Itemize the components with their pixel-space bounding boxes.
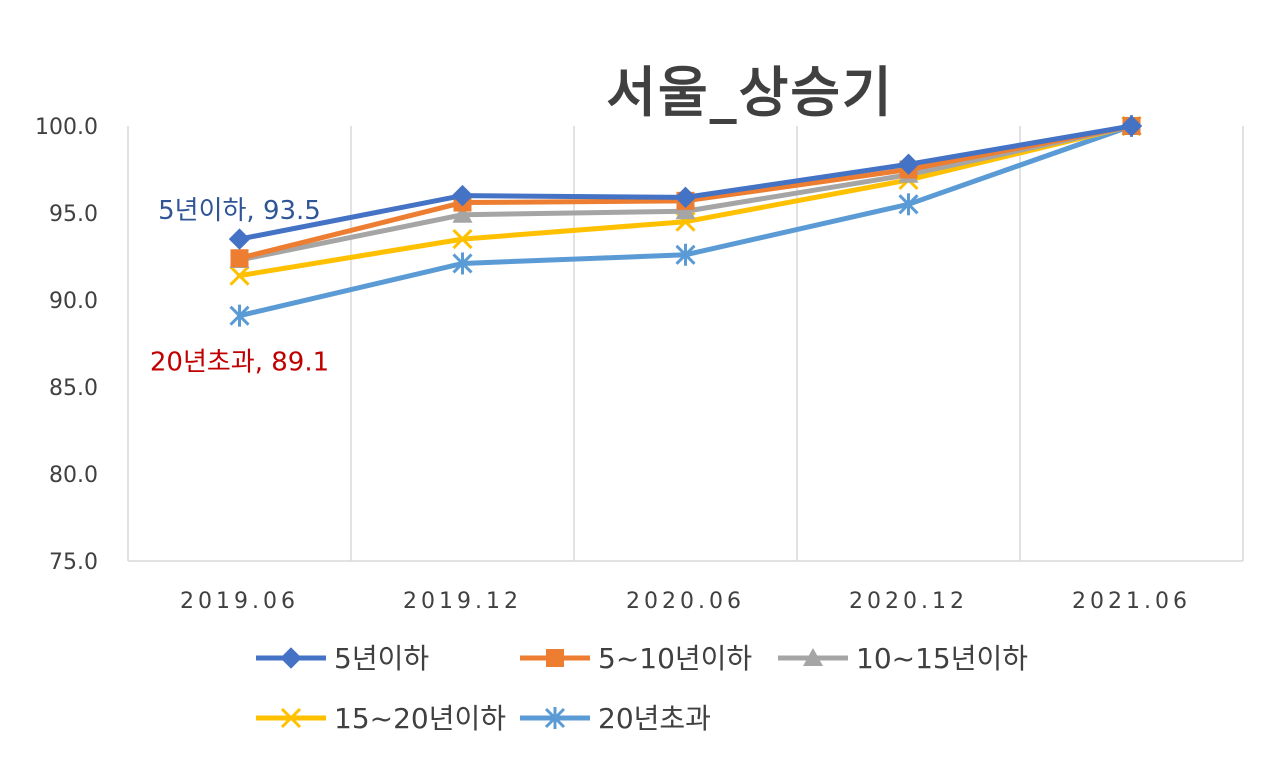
series-layer bbox=[228, 115, 1143, 327]
marker-stroke bbox=[229, 265, 250, 286]
x-tick-label: 2020.06 bbox=[626, 589, 745, 614]
data-point bbox=[897, 153, 920, 175]
data-point bbox=[452, 252, 473, 275]
axes bbox=[127, 126, 1243, 562]
y-tick-label: 80.0 bbox=[49, 463, 98, 488]
legend-label: 20년초과 bbox=[598, 702, 711, 735]
data-point bbox=[675, 243, 696, 266]
annotations: 5년이하, 93.5 20년초과, 89.1 bbox=[150, 196, 329, 378]
legend-marker bbox=[280, 707, 302, 729]
y-tick-label: 75.0 bbox=[49, 550, 98, 575]
data-point bbox=[229, 304, 250, 327]
y-axis-ticks: 75.0 80.0 85.0 90.0 95.0 100.0 bbox=[35, 115, 98, 575]
legend: 5년이하 5~10년이하 10~15년이하 15~20년이하 20년초과 bbox=[256, 642, 1028, 735]
data-point bbox=[452, 229, 473, 250]
y-tick-label: 95.0 bbox=[49, 202, 98, 227]
y-tick-label: 85.0 bbox=[49, 376, 98, 401]
legend-label: 5~10년이하 bbox=[598, 642, 752, 675]
x-tick-label: 2019.12 bbox=[403, 589, 522, 614]
series-5- bbox=[228, 115, 1143, 250]
x-tick-label: 2021.06 bbox=[1072, 589, 1191, 614]
legend-item: 5~10년이하 bbox=[520, 642, 752, 675]
data-point bbox=[1120, 115, 1143, 137]
data-label: 20년초과, 89.1 bbox=[150, 348, 329, 378]
legend-item: 10~15년이하 bbox=[778, 642, 1028, 675]
data-point bbox=[675, 201, 696, 220]
legend-label: 15~20년이하 bbox=[334, 702, 506, 735]
marker-stroke bbox=[280, 707, 302, 729]
legend-label: 10~15년이하 bbox=[856, 642, 1028, 675]
legend-marker bbox=[280, 647, 302, 669]
data-point bbox=[674, 186, 697, 209]
legend-marker bbox=[546, 649, 564, 667]
x-tick-label: 2020.12 bbox=[849, 589, 968, 614]
y-tick-label: 100.0 bbox=[35, 115, 98, 140]
data-point bbox=[452, 204, 473, 223]
data-point bbox=[228, 228, 251, 250]
legend-marker bbox=[544, 707, 566, 729]
data-point bbox=[451, 184, 474, 207]
x-axis-ticks: 2019.06 2019.12 2020.06 2020.12 2021.06 bbox=[180, 589, 1191, 614]
data-label: 5년이하, 93.5 bbox=[158, 196, 321, 226]
x-tick-label: 2019.06 bbox=[180, 589, 299, 614]
legend-marker bbox=[803, 648, 823, 666]
y-tick-label: 90.0 bbox=[49, 289, 98, 314]
data-point bbox=[898, 193, 919, 216]
data-point bbox=[230, 249, 249, 268]
legend-label: 5년이하 bbox=[334, 642, 429, 675]
data-point bbox=[229, 265, 250, 286]
legend-item: 5년이하 bbox=[256, 642, 429, 675]
legend-item: 15~20년이하 bbox=[256, 702, 506, 735]
chart-title: 서울_상승기 bbox=[606, 61, 894, 124]
legend-item: 20년초과 bbox=[520, 702, 711, 735]
marker-stroke bbox=[452, 229, 473, 250]
